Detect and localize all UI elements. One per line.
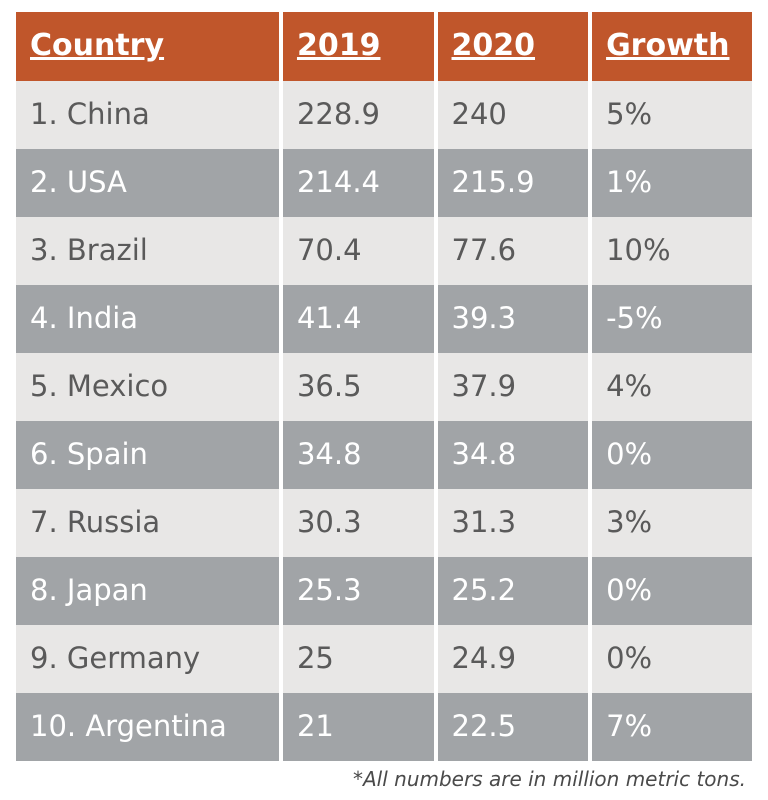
cell-growth: 7% <box>590 693 752 761</box>
table-row: 6. Spain34.834.80% <box>16 421 752 489</box>
cell-y2020: 34.8 <box>436 421 591 489</box>
cell-y2020: 215.9 <box>436 149 591 217</box>
cell-y2020: 39.3 <box>436 285 591 353</box>
table-row: 10. Argentina2122.57% <box>16 693 752 761</box>
cell-growth: 4% <box>590 353 752 421</box>
cell-y2019: 25 <box>281 625 436 693</box>
col-header-country: Country <box>16 12 281 81</box>
cell-y2019: 70.4 <box>281 217 436 285</box>
col-header-growth: Growth <box>590 12 752 81</box>
cell-growth: 5% <box>590 81 752 149</box>
table-row: 8. Japan25.325.20% <box>16 557 752 625</box>
table-row: 2. USA214.4215.91% <box>16 149 752 217</box>
cell-growth: -5% <box>590 285 752 353</box>
cell-country: 1. China <box>16 81 281 149</box>
col-header-2019: 2019 <box>281 12 436 81</box>
cell-y2020: 240 <box>436 81 591 149</box>
cell-y2020: 22.5 <box>436 693 591 761</box>
cell-country: 8. Japan <box>16 557 281 625</box>
cell-growth: 0% <box>590 421 752 489</box>
table-body: 1. China228.92405%2. USA214.4215.91%3. B… <box>16 81 752 761</box>
cell-y2020: 37.9 <box>436 353 591 421</box>
cell-country: 3. Brazil <box>16 217 281 285</box>
col-header-2020: 2020 <box>436 12 591 81</box>
cell-y2019: 36.5 <box>281 353 436 421</box>
country-growth-table: Country 2019 2020 Growth 1. China228.924… <box>16 12 752 761</box>
cell-y2020: 77.6 <box>436 217 591 285</box>
cell-y2020: 24.9 <box>436 625 591 693</box>
cell-y2019: 214.4 <box>281 149 436 217</box>
cell-growth: 0% <box>590 557 752 625</box>
cell-y2019: 21 <box>281 693 436 761</box>
table-header-row: Country 2019 2020 Growth <box>16 12 752 81</box>
cell-country: 9. Germany <box>16 625 281 693</box>
table-row: 3. Brazil70.477.610% <box>16 217 752 285</box>
cell-y2020: 31.3 <box>436 489 591 557</box>
cell-y2019: 41.4 <box>281 285 436 353</box>
cell-country: 4. India <box>16 285 281 353</box>
cell-country: 7. Russia <box>16 489 281 557</box>
cell-growth: 10% <box>590 217 752 285</box>
cell-y2019: 228.9 <box>281 81 436 149</box>
cell-country: 2. USA <box>16 149 281 217</box>
table-row: 9. Germany2524.90% <box>16 625 752 693</box>
cell-y2020: 25.2 <box>436 557 591 625</box>
table-row: 5. Mexico36.537.94% <box>16 353 752 421</box>
table-row: 1. China228.92405% <box>16 81 752 149</box>
cell-growth: 1% <box>590 149 752 217</box>
cell-growth: 0% <box>590 625 752 693</box>
cell-country: 6. Spain <box>16 421 281 489</box>
table-footnote: *All numbers are in million metric tons. <box>16 761 752 791</box>
cell-country: 5. Mexico <box>16 353 281 421</box>
table-row: 7. Russia30.331.33% <box>16 489 752 557</box>
cell-country: 10. Argentina <box>16 693 281 761</box>
table-row: 4. India41.439.3-5% <box>16 285 752 353</box>
cell-y2019: 30.3 <box>281 489 436 557</box>
cell-y2019: 25.3 <box>281 557 436 625</box>
cell-y2019: 34.8 <box>281 421 436 489</box>
cell-growth: 3% <box>590 489 752 557</box>
